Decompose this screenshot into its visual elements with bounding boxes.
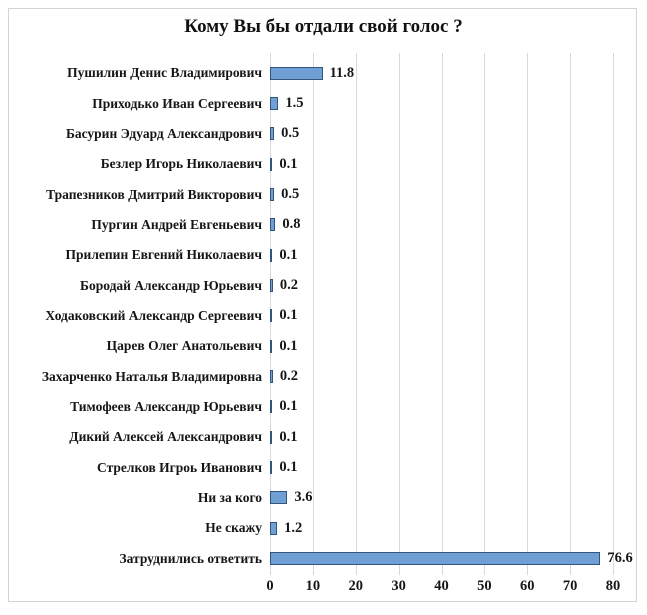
- bar-row: Прилепин Евгений Николаевич 0.1: [0, 240, 647, 270]
- category-label: Тимофеев Александр Юрьевич: [70, 398, 262, 414]
- x-tick-label: 20: [348, 578, 364, 594]
- value-label: 0.2: [279, 368, 298, 385]
- x-tick-label: 10: [305, 578, 321, 594]
- bar: [270, 521, 278, 535]
- value-label: 0.1: [279, 428, 298, 445]
- gridline: [441, 53, 443, 575]
- category-label: Затруднились ответить: [119, 550, 262, 566]
- category-label: Дикий Алексей Александрович: [69, 429, 262, 445]
- category-label: Трапезников Дмитрий Викторович: [46, 186, 262, 202]
- value-label: 0.8: [282, 216, 301, 233]
- category-label: Пургин Андрей Евгеньевич: [91, 216, 262, 232]
- gridline: [570, 53, 572, 575]
- category-label: Стрелков Игроь Иванович: [97, 459, 262, 475]
- value-label: 0.1: [279, 459, 298, 476]
- category-label: Басурин Эдуард Александрович: [65, 125, 262, 141]
- value-label: 76.6: [607, 550, 633, 567]
- category-label: Захарченко Наталья Владимировна: [41, 368, 262, 384]
- bar-rows: Пушилин Денис Владимирович 11.8 Приходько …: [0, 58, 647, 574]
- bar: [270, 491, 288, 505]
- bar-row: Тимофеев Александр Юрьевич 0.1: [0, 392, 647, 422]
- gridline: [312, 53, 314, 575]
- gridline: [355, 53, 357, 575]
- bar: [270, 339, 273, 353]
- bar: [270, 370, 273, 384]
- x-tick-label: 50: [477, 578, 492, 594]
- gridline: [484, 53, 486, 575]
- bar: [270, 400, 273, 414]
- category-label: Не скажу: [205, 520, 262, 536]
- value-label: 0.5: [281, 125, 300, 142]
- value-label: 1.5: [285, 95, 304, 112]
- category-label: Прилепин Евгений Николаевич: [65, 247, 262, 263]
- x-tick-label: 70: [562, 578, 578, 594]
- value-label: 11.8: [329, 64, 355, 81]
- bar-row: Затруднились ответить 76.6: [0, 544, 647, 574]
- bar: [270, 66, 323, 80]
- value-label: 0.1: [279, 307, 298, 324]
- chart-frame: [8, 8, 637, 602]
- bar: [270, 157, 273, 171]
- category-label: Безлер Игорь Николаевич: [100, 156, 262, 172]
- bar: [270, 552, 601, 566]
- bar: [270, 430, 273, 444]
- value-label: 0.1: [279, 246, 298, 263]
- chart-title: Кому Вы бы отдали свой голос ?: [184, 16, 463, 37]
- bar-row: Ходаковский Александр Сергеевич 0.1: [0, 301, 647, 331]
- bar-row: Стрелков Игроь Иванович 0.1: [0, 452, 647, 482]
- x-tick-label: 60: [520, 578, 535, 594]
- bar: [270, 97, 279, 111]
- gridline: [613, 53, 614, 575]
- bar-row: Трапезников Дмитрий Викторович 0.5: [0, 179, 647, 209]
- category-label: Царев Олег Анатольевич: [106, 338, 262, 354]
- x-tick-label: 0: [266, 578, 274, 594]
- value-label: 0.1: [279, 337, 298, 354]
- bar-row: Приходько Иван Сергеевич 1.5: [0, 88, 647, 118]
- x-tick-label: 80: [605, 578, 621, 594]
- bar-row: Не скажу 1.2: [0, 513, 647, 543]
- x-axis: 0 10 20 30 40 50 60 70 80: [266, 578, 620, 596]
- gridline: [398, 53, 400, 575]
- bar-row: Басурин Эдуард Александрович 0.5: [0, 119, 647, 149]
- value-label: 0.5: [281, 186, 300, 203]
- bar-row: Бородай Александр Юрьевич 0.2: [0, 270, 647, 300]
- bar-row: Ни за кого 3.6: [0, 483, 647, 513]
- bar: [270, 248, 273, 262]
- bar-row: Дикий Алексей Александрович 0.1: [0, 422, 647, 452]
- value-label: 3.6: [294, 489, 313, 506]
- bar: [270, 188, 275, 202]
- bar-row: Пушилин Денис Владимирович 11.8: [0, 58, 647, 88]
- value-label: 0.2: [279, 277, 298, 294]
- value-label: 0.1: [279, 398, 298, 415]
- category-label: Бородай Александр Юрьевич: [80, 277, 262, 293]
- category-label: Приходько Иван Сергеевич: [92, 95, 262, 111]
- bar-row: Пургин Андрей Евгеньевич 0.8: [0, 210, 647, 240]
- bar: [270, 218, 276, 232]
- bar: [270, 461, 273, 475]
- x-tick-label: 30: [391, 578, 406, 594]
- bar: [270, 309, 273, 323]
- bar: [270, 127, 275, 141]
- bar: [270, 279, 273, 293]
- bar-row: Царев Олег Анатольевич 0.1: [0, 331, 647, 361]
- category-label: Пушилин Денис Владимирович: [67, 65, 262, 81]
- value-label: 0.1: [279, 155, 298, 172]
- bar-row: Безлер Игорь Николаевич 0.1: [0, 149, 647, 179]
- value-label: 1.2: [284, 519, 303, 536]
- x-tick-label: 40: [434, 578, 449, 594]
- category-label: Ходаковский Александр Сергеевич: [45, 307, 262, 323]
- category-label: Ни за кого: [197, 489, 262, 505]
- bar-row: Захарченко Наталья Владимировна 0.2: [0, 361, 647, 391]
- gridline: [527, 53, 529, 575]
